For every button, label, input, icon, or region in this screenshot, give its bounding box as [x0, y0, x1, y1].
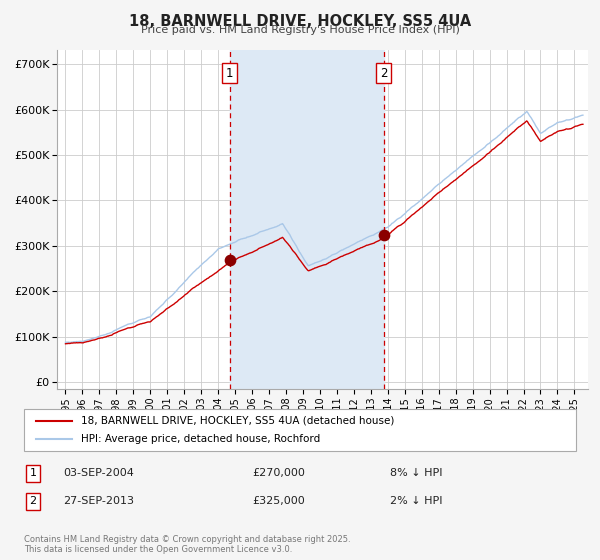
Text: 27-SEP-2013: 27-SEP-2013: [63, 496, 134, 506]
Text: 2: 2: [29, 496, 37, 506]
Text: 2% ↓ HPI: 2% ↓ HPI: [390, 496, 443, 506]
Text: £270,000: £270,000: [252, 468, 305, 478]
Text: 03-SEP-2004: 03-SEP-2004: [63, 468, 134, 478]
Text: 18, BARNWELL DRIVE, HOCKLEY, SS5 4UA: 18, BARNWELL DRIVE, HOCKLEY, SS5 4UA: [129, 14, 471, 29]
Text: Contains HM Land Registry data © Crown copyright and database right 2025.
This d: Contains HM Land Registry data © Crown c…: [24, 535, 350, 554]
Bar: [230, 50, 383, 389]
Text: HPI: Average price, detached house, Rochford: HPI: Average price, detached house, Roch…: [81, 434, 320, 444]
Text: 1: 1: [29, 468, 37, 478]
Point: [379, 230, 388, 239]
Text: 18, BARNWELL DRIVE, HOCKLEY, SS5 4UA (detached house): 18, BARNWELL DRIVE, HOCKLEY, SS5 4UA (de…: [81, 416, 394, 426]
Point: [225, 255, 235, 264]
Text: Price paid vs. HM Land Registry's House Price Index (HPI): Price paid vs. HM Land Registry's House …: [140, 25, 460, 35]
Text: 8% ↓ HPI: 8% ↓ HPI: [390, 468, 443, 478]
Text: £325,000: £325,000: [252, 496, 305, 506]
Text: 2: 2: [380, 67, 388, 80]
Text: 1: 1: [226, 67, 233, 80]
